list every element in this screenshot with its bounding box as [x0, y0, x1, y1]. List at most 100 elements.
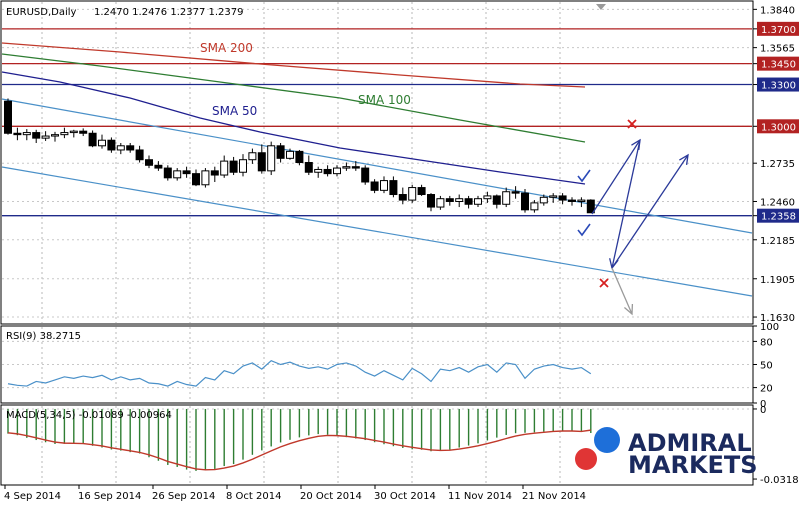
scenario-arrow-down	[611, 267, 633, 315]
horizontal-levels	[2, 28, 752, 217]
check-icon	[577, 169, 591, 183]
price-tick-label: 1.1905	[760, 275, 795, 286]
chart-title: EURUSD,Daily	[6, 7, 77, 18]
price-level-badge	[757, 77, 799, 92]
candle-body	[455, 198, 464, 202]
candle-body	[145, 159, 153, 166]
scenario-arrow-down-head	[623, 303, 634, 316]
rsi-line	[7, 359, 592, 387]
candle-body	[154, 164, 163, 169]
candle-body	[539, 196, 548, 204]
price-level-badge-label: 1.3000	[761, 122, 796, 133]
trend-lines	[1, 42, 753, 297]
candle-body	[323, 168, 332, 175]
candle-body	[163, 167, 172, 179]
rsi-tick-label: 0	[760, 399, 766, 410]
sma100-line	[1, 53, 586, 143]
candlestick-series	[4, 98, 595, 214]
rsi-series	[2, 340, 752, 389]
macd-series	[2, 408, 752, 471]
candle-body	[351, 166, 360, 169]
candle-body	[257, 152, 266, 172]
sma50-line	[1, 71, 586, 185]
logo-red-dot	[575, 448, 597, 470]
date-tick-label: 30 Oct 2014	[374, 491, 436, 502]
candle-body	[22, 132, 31, 136]
price-tick-label: 1.2735	[760, 159, 795, 170]
price-tick-label: 1.2460	[760, 197, 795, 208]
ohlc-readout: 1.2470 1.2476 1.2377 1.2379	[94, 7, 244, 18]
candle-body	[173, 170, 182, 179]
candle-body	[417, 187, 426, 196]
candle-body	[135, 149, 144, 161]
sma50-label: SMA 50	[212, 104, 257, 118]
candle-body	[88, 132, 97, 147]
candle-body	[13, 132, 22, 136]
candle-body	[389, 180, 398, 196]
candle-body	[248, 152, 257, 161]
price-level-badge-label: 1.3300	[761, 81, 796, 92]
candle-body	[333, 167, 341, 175]
candle-body	[239, 159, 247, 173]
candle-body	[220, 160, 229, 176]
candle-body	[182, 170, 191, 175]
price-level-badge	[757, 56, 799, 71]
candle-body	[483, 195, 492, 200]
annotations	[577, 4, 689, 316]
candle-body	[492, 195, 501, 205]
candle-body	[464, 198, 473, 205]
cross-icon	[627, 119, 637, 129]
price-level-badge-label: 1.2358	[761, 212, 796, 223]
rsi-tick-label: 80	[760, 337, 773, 348]
candle-body	[586, 199, 595, 214]
date-tick-label: 26 Sep 2014	[152, 491, 215, 502]
candle-body	[69, 130, 78, 134]
channel-upper-line	[1, 98, 753, 234]
scenario-arrow-up-1	[591, 139, 641, 215]
macd-title: MACD(5,34,5) -0.01089 -0.00964	[6, 410, 172, 421]
scenario-arrow-back	[611, 139, 641, 269]
candle-body	[408, 187, 417, 201]
macd-signal-line	[7, 429, 591, 471]
logo-blue-dot	[594, 427, 620, 453]
macd-tick-label: -0.0318	[760, 475, 799, 486]
price-level-badge	[757, 21, 799, 36]
candle-body	[126, 145, 135, 151]
candle-body	[116, 145, 125, 151]
candle-body	[32, 132, 41, 139]
candle-body	[445, 198, 454, 202]
candle-body	[549, 195, 558, 198]
price-tick-label: 1.2185	[760, 236, 795, 247]
rsi-tick-label: 100	[760, 322, 779, 333]
macd-tick-label: 0	[760, 405, 766, 416]
candle-body	[314, 168, 323, 173]
check-icon	[577, 223, 591, 237]
candle-body	[107, 139, 116, 151]
rsi-title: RSI(9) 38.2715	[6, 331, 81, 342]
candle-body	[286, 150, 294, 159]
channel-lower-line	[1, 166, 753, 297]
sma100-label: SMA 100	[358, 93, 411, 107]
candle-body	[380, 180, 388, 191]
candle-body	[276, 145, 285, 159]
date-tick-label: 16 Sep 2014	[78, 491, 141, 502]
candle-body	[304, 162, 313, 173]
date-tick-label: 4 Sep 2014	[4, 491, 61, 502]
candle-body	[267, 145, 276, 172]
candle-body	[4, 100, 12, 134]
candle-body	[295, 150, 304, 164]
candle-body	[342, 166, 351, 169]
candle-body	[427, 194, 435, 208]
logo-text-line2: MARKETS	[628, 451, 758, 479]
candle-body	[79, 130, 88, 134]
candle-body	[41, 135, 50, 139]
macd-panel-frame	[0, 404, 754, 486]
price-level-badge-label: 1.3450	[761, 60, 796, 71]
cross-icon	[599, 278, 609, 288]
candle-body	[192, 173, 200, 186]
rsi-tick-label: 20	[760, 384, 773, 395]
price-level-badge	[757, 119, 799, 134]
candle-body	[502, 191, 511, 205]
